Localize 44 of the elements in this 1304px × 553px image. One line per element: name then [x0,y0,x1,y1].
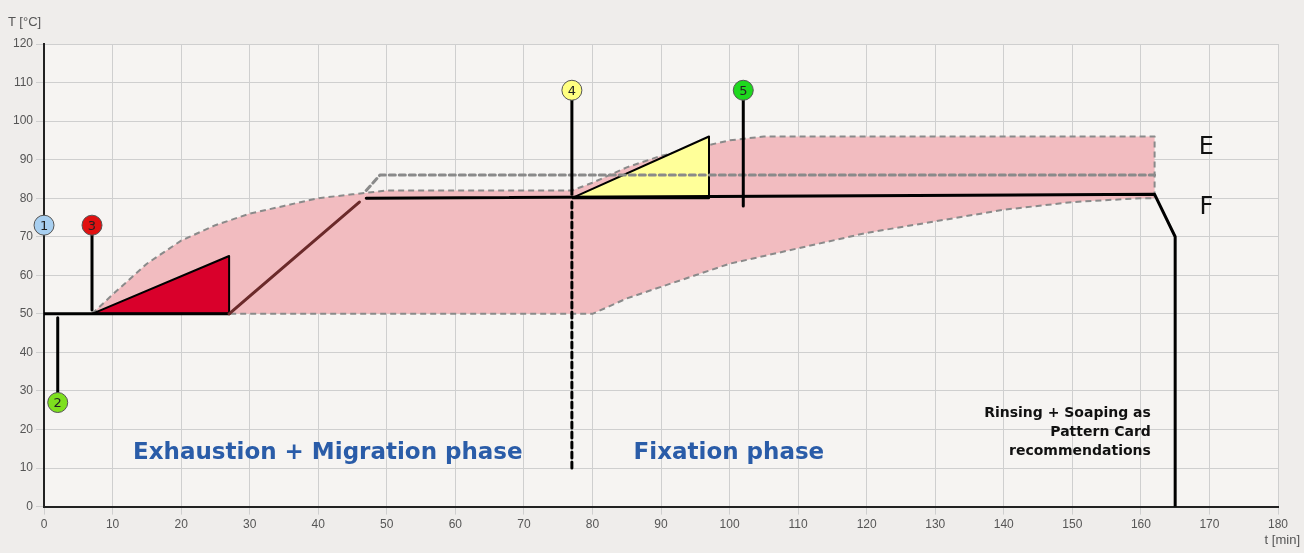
annotation: Fixation phase [633,438,825,465]
x-tick-label: 10 [105,517,120,532]
x-tick-label: 140 [993,517,1015,532]
x-tick-label: 180 [1267,517,1289,532]
y-tick-label: 80 [19,190,34,205]
y-tick-label: 50 [19,306,34,321]
x-tick-label: 110 [788,517,809,532]
x-tick-label: 20 [174,517,189,532]
x-tick-label: 120 [856,517,878,532]
x-tick-label: 170 [1199,517,1220,532]
x-tick-label: 80 [585,517,600,532]
x-tick-label: 70 [517,517,531,532]
x-tick-label: 50 [380,517,394,532]
x-tick-label: 100 [719,517,740,532]
y-tick-label: 30 [19,383,34,398]
x-axis-title: t [min] [1264,532,1300,548]
x-tick-label: 160 [1130,517,1152,532]
y-tick-label: 60 [19,267,34,282]
series-label: 4 [567,82,577,98]
x-tick-label: 40 [311,517,326,532]
series-label: 1 [39,217,49,233]
y-tick-label: 110 [13,74,34,89]
x-tick-label: 130 [925,517,946,532]
annotation: Rinsing + Soaping as Pattern Card recommendations [984,404,1151,459]
y-tick-label: 120 [12,36,34,51]
y-tick-label: 70 [19,229,34,244]
y-tick-label: 20 [19,421,34,436]
y-tick-label: 40 [19,344,34,359]
series-label: 2 [53,394,62,410]
series-label: 5 [739,82,748,98]
annotation: F [1199,192,1214,221]
series-label: 3 [87,217,97,233]
x-tick-label: 30 [243,517,257,532]
x-tick-label: 60 [448,517,463,532]
y-tick-label: 90 [19,151,34,166]
annotation: E [1198,132,1215,161]
y-axis-title: T [°C] [8,14,42,30]
x-tick-label: 90 [654,517,668,532]
y-tick-label: 100 [12,113,34,128]
x-tick-label: 150 [1062,517,1083,532]
annotation: Exhaustion + Migration phase [133,438,523,465]
y-tick-label: 10 [19,460,34,475]
x-tick-label: 0 [40,517,48,532]
y-tick-label: 0 [26,498,34,513]
